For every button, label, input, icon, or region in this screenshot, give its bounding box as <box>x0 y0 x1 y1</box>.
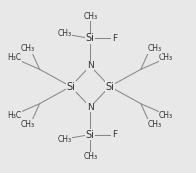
Text: H₃C: H₃C <box>7 111 21 120</box>
Text: Si: Si <box>86 33 95 43</box>
Text: Si: Si <box>105 81 114 92</box>
Text: H₃C: H₃C <box>7 53 21 62</box>
Text: N: N <box>87 61 94 70</box>
Text: CH₃: CH₃ <box>147 44 162 53</box>
Text: Si: Si <box>86 130 95 140</box>
Text: F: F <box>112 34 117 43</box>
Text: Si: Si <box>66 81 75 92</box>
Text: CH₃: CH₃ <box>83 152 97 161</box>
Text: F: F <box>112 130 117 139</box>
Text: CH₃: CH₃ <box>58 29 72 38</box>
Text: CH₃: CH₃ <box>159 111 173 120</box>
Text: CH₃: CH₃ <box>159 53 173 62</box>
Text: CH₃: CH₃ <box>21 44 35 53</box>
Text: CH₃: CH₃ <box>58 135 72 144</box>
Text: CH₃: CH₃ <box>147 120 162 129</box>
Text: CH₃: CH₃ <box>83 12 97 21</box>
Text: N: N <box>87 103 94 112</box>
Text: CH₃: CH₃ <box>21 120 35 129</box>
